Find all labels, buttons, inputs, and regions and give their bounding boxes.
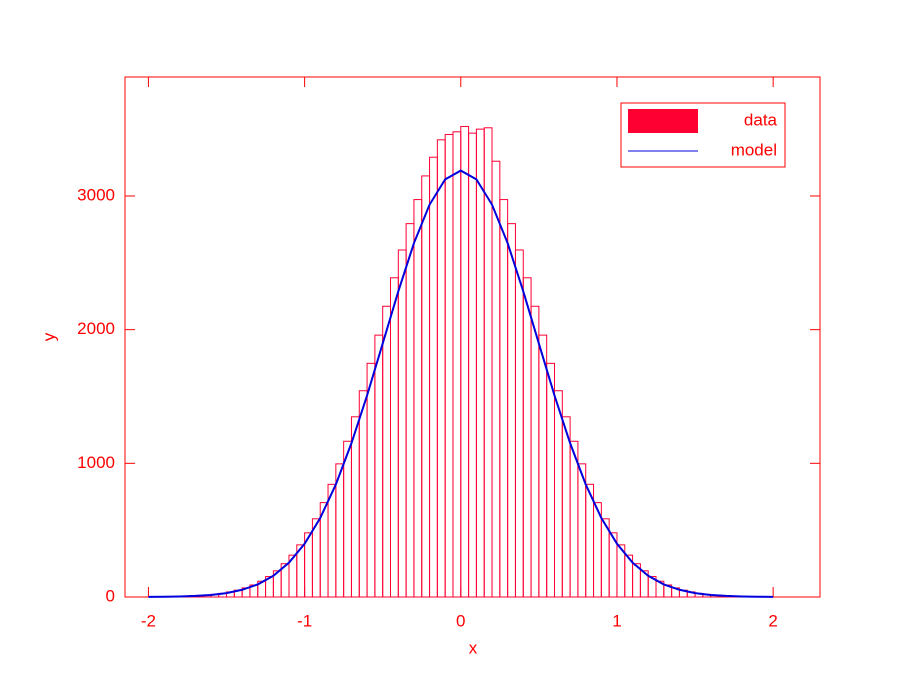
legend-label: model	[731, 140, 777, 159]
histogram-bar	[367, 363, 375, 597]
histogram-bar	[586, 484, 594, 597]
x-axis-label: x	[469, 638, 478, 657]
legend-swatch	[628, 109, 698, 133]
histogram-bar	[351, 417, 359, 597]
x-tick-label: 1	[612, 611, 621, 630]
histogram-bar	[531, 306, 539, 597]
histogram-bar	[375, 335, 383, 597]
histogram-bar	[453, 132, 461, 597]
y-tick-label: 3000	[77, 185, 115, 204]
histogram-bar	[570, 441, 578, 597]
histogram-bar	[328, 484, 336, 597]
y-tick-label: 0	[106, 586, 115, 605]
histogram-bar	[437, 140, 445, 597]
histogram-bar	[422, 176, 430, 597]
y-axis-label: y	[39, 332, 58, 341]
histogram-bar	[539, 335, 547, 597]
histogram-bar	[469, 133, 477, 597]
histogram-bar	[406, 224, 414, 597]
x-tick-label: -1	[297, 611, 312, 630]
x-tick-label: 2	[768, 611, 777, 630]
histogram-bar	[414, 200, 422, 597]
histogram-bar	[359, 391, 367, 597]
histogram-bar	[344, 441, 352, 597]
histogram-bar	[461, 126, 469, 597]
histogram-bar	[554, 391, 562, 597]
x-tick-label: -2	[141, 611, 156, 630]
y-tick-label: 1000	[77, 453, 115, 472]
histogram-bar	[476, 129, 484, 597]
legend-label: data	[744, 110, 778, 129]
histogram-bar	[492, 161, 500, 597]
histogram-bar	[430, 157, 438, 597]
histogram-bar	[515, 250, 523, 597]
x-tick-label: 0	[456, 611, 465, 630]
histogram-bar	[523, 278, 531, 597]
histogram-bar	[445, 134, 453, 597]
histogram-bar	[391, 278, 399, 597]
histogram-bar	[383, 306, 391, 597]
histogram-bar	[398, 250, 406, 597]
y-tick-label: 2000	[77, 319, 115, 338]
histogram-bar	[547, 363, 555, 597]
histogram-bar	[562, 417, 570, 597]
histogram-bar	[508, 224, 516, 597]
histogram-bar	[500, 200, 508, 597]
